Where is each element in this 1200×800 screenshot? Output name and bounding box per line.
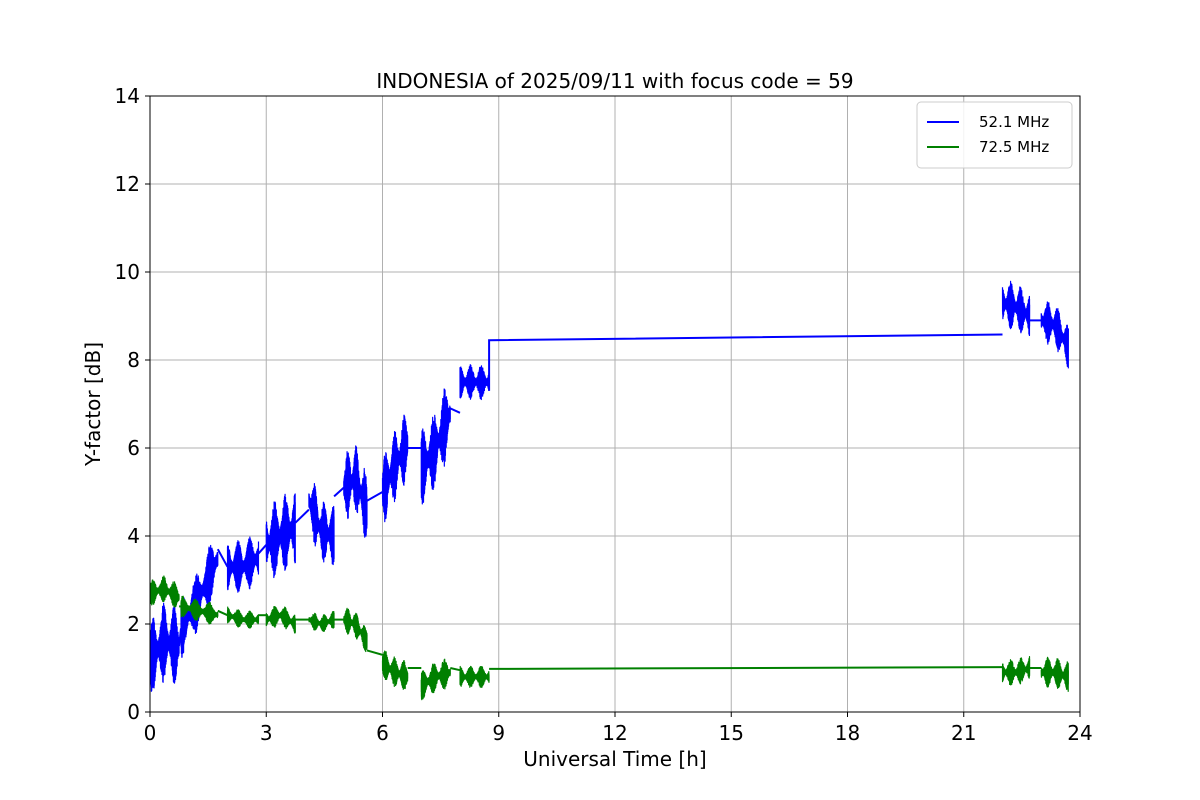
y-tick-label-6: 12 xyxy=(115,172,140,196)
chart-title: INDONESIA of 2025/09/11 with focus code … xyxy=(376,69,853,93)
y-tick-label-2: 4 xyxy=(127,524,140,548)
series-0-segment-9 xyxy=(1001,280,1031,337)
series-0-segment-8 xyxy=(459,364,490,401)
x-tick-label-0: 0 xyxy=(144,721,157,745)
series-0-gap-line-4 xyxy=(333,486,345,498)
series-1-segment-7 xyxy=(420,658,451,701)
series-0-segment-3 xyxy=(265,493,296,579)
series-52-1-mhz xyxy=(150,280,1069,692)
series-1-gap-line-1 xyxy=(217,609,228,617)
y-tick-label-7: 14 xyxy=(115,84,140,108)
series-1-gap-line-5 xyxy=(366,649,383,656)
legend-label-0: 52.1 MHz xyxy=(979,113,1049,131)
x-tick-label-2: 6 xyxy=(376,721,389,745)
series-0-segment-7 xyxy=(420,388,451,505)
series-0-gap-line-7 xyxy=(449,407,461,414)
x-tick-label-8: 24 xyxy=(1067,721,1092,745)
x-axis-label: Universal Time [h] xyxy=(523,747,706,771)
series-1-segment-6 xyxy=(381,650,409,690)
y-tick-label-4: 8 xyxy=(127,348,140,372)
series-1-segment-4 xyxy=(308,610,335,632)
series-0-segment-4 xyxy=(308,483,335,566)
series-0-segment-5 xyxy=(343,445,368,538)
series-0-gap-line-5 xyxy=(366,491,383,502)
series-1-segment-0 xyxy=(150,575,180,608)
series-1-segment-8 xyxy=(459,665,490,689)
series-0-segment-1 xyxy=(180,544,219,658)
series-72-5-mhz xyxy=(150,575,1069,701)
legend: 52.1 MHz 72.5 MHz xyxy=(916,101,1073,169)
x-tick-label-6: 18 xyxy=(835,721,860,745)
series-1-segment-2 xyxy=(226,606,260,629)
series-1-segment-3 xyxy=(265,606,296,634)
series-1-segment-5 xyxy=(343,607,368,653)
series-0-segment-0 xyxy=(150,602,180,692)
legend-label-1: 72.5 MHz xyxy=(979,138,1049,156)
y-tick-label-1: 2 xyxy=(127,612,140,636)
series-0-segment-2 xyxy=(226,536,260,593)
series-0-gap-line-1 xyxy=(216,548,229,568)
series-1-gap-line-8 xyxy=(489,666,1003,670)
y-tick-label-0: 0 xyxy=(127,700,140,724)
y-tick-label-3: 6 xyxy=(127,436,140,460)
y-axis-ticks: 0 2 4 6 8 10 12 14 xyxy=(115,84,150,724)
series-1-segment-9 xyxy=(1001,655,1031,686)
y-tick-label-5: 10 xyxy=(115,260,140,284)
x-tick-label-5: 15 xyxy=(719,721,744,745)
series-1-segment-1 xyxy=(180,595,219,625)
plot-series-group xyxy=(150,280,1069,701)
series-0-gap-line-2 xyxy=(257,544,268,555)
series-0-segment-6 xyxy=(381,414,409,523)
legend-box xyxy=(916,101,1073,169)
y-axis-label: Y-factor [dB] xyxy=(81,342,105,467)
series-0-segment-10 xyxy=(1040,301,1069,369)
series-0-gap-line-3 xyxy=(294,508,310,524)
x-tick-label-7: 21 xyxy=(951,721,976,745)
x-tick-label-3: 9 xyxy=(492,721,505,745)
series-1-segment-10 xyxy=(1040,656,1069,692)
x-tick-label-1: 3 xyxy=(260,721,273,745)
x-axis-ticks: 0 3 6 9 12 15 18 21 24 xyxy=(144,712,1093,745)
x-tick-label-4: 12 xyxy=(602,721,627,745)
series-1-gap-line-7 xyxy=(450,667,461,672)
